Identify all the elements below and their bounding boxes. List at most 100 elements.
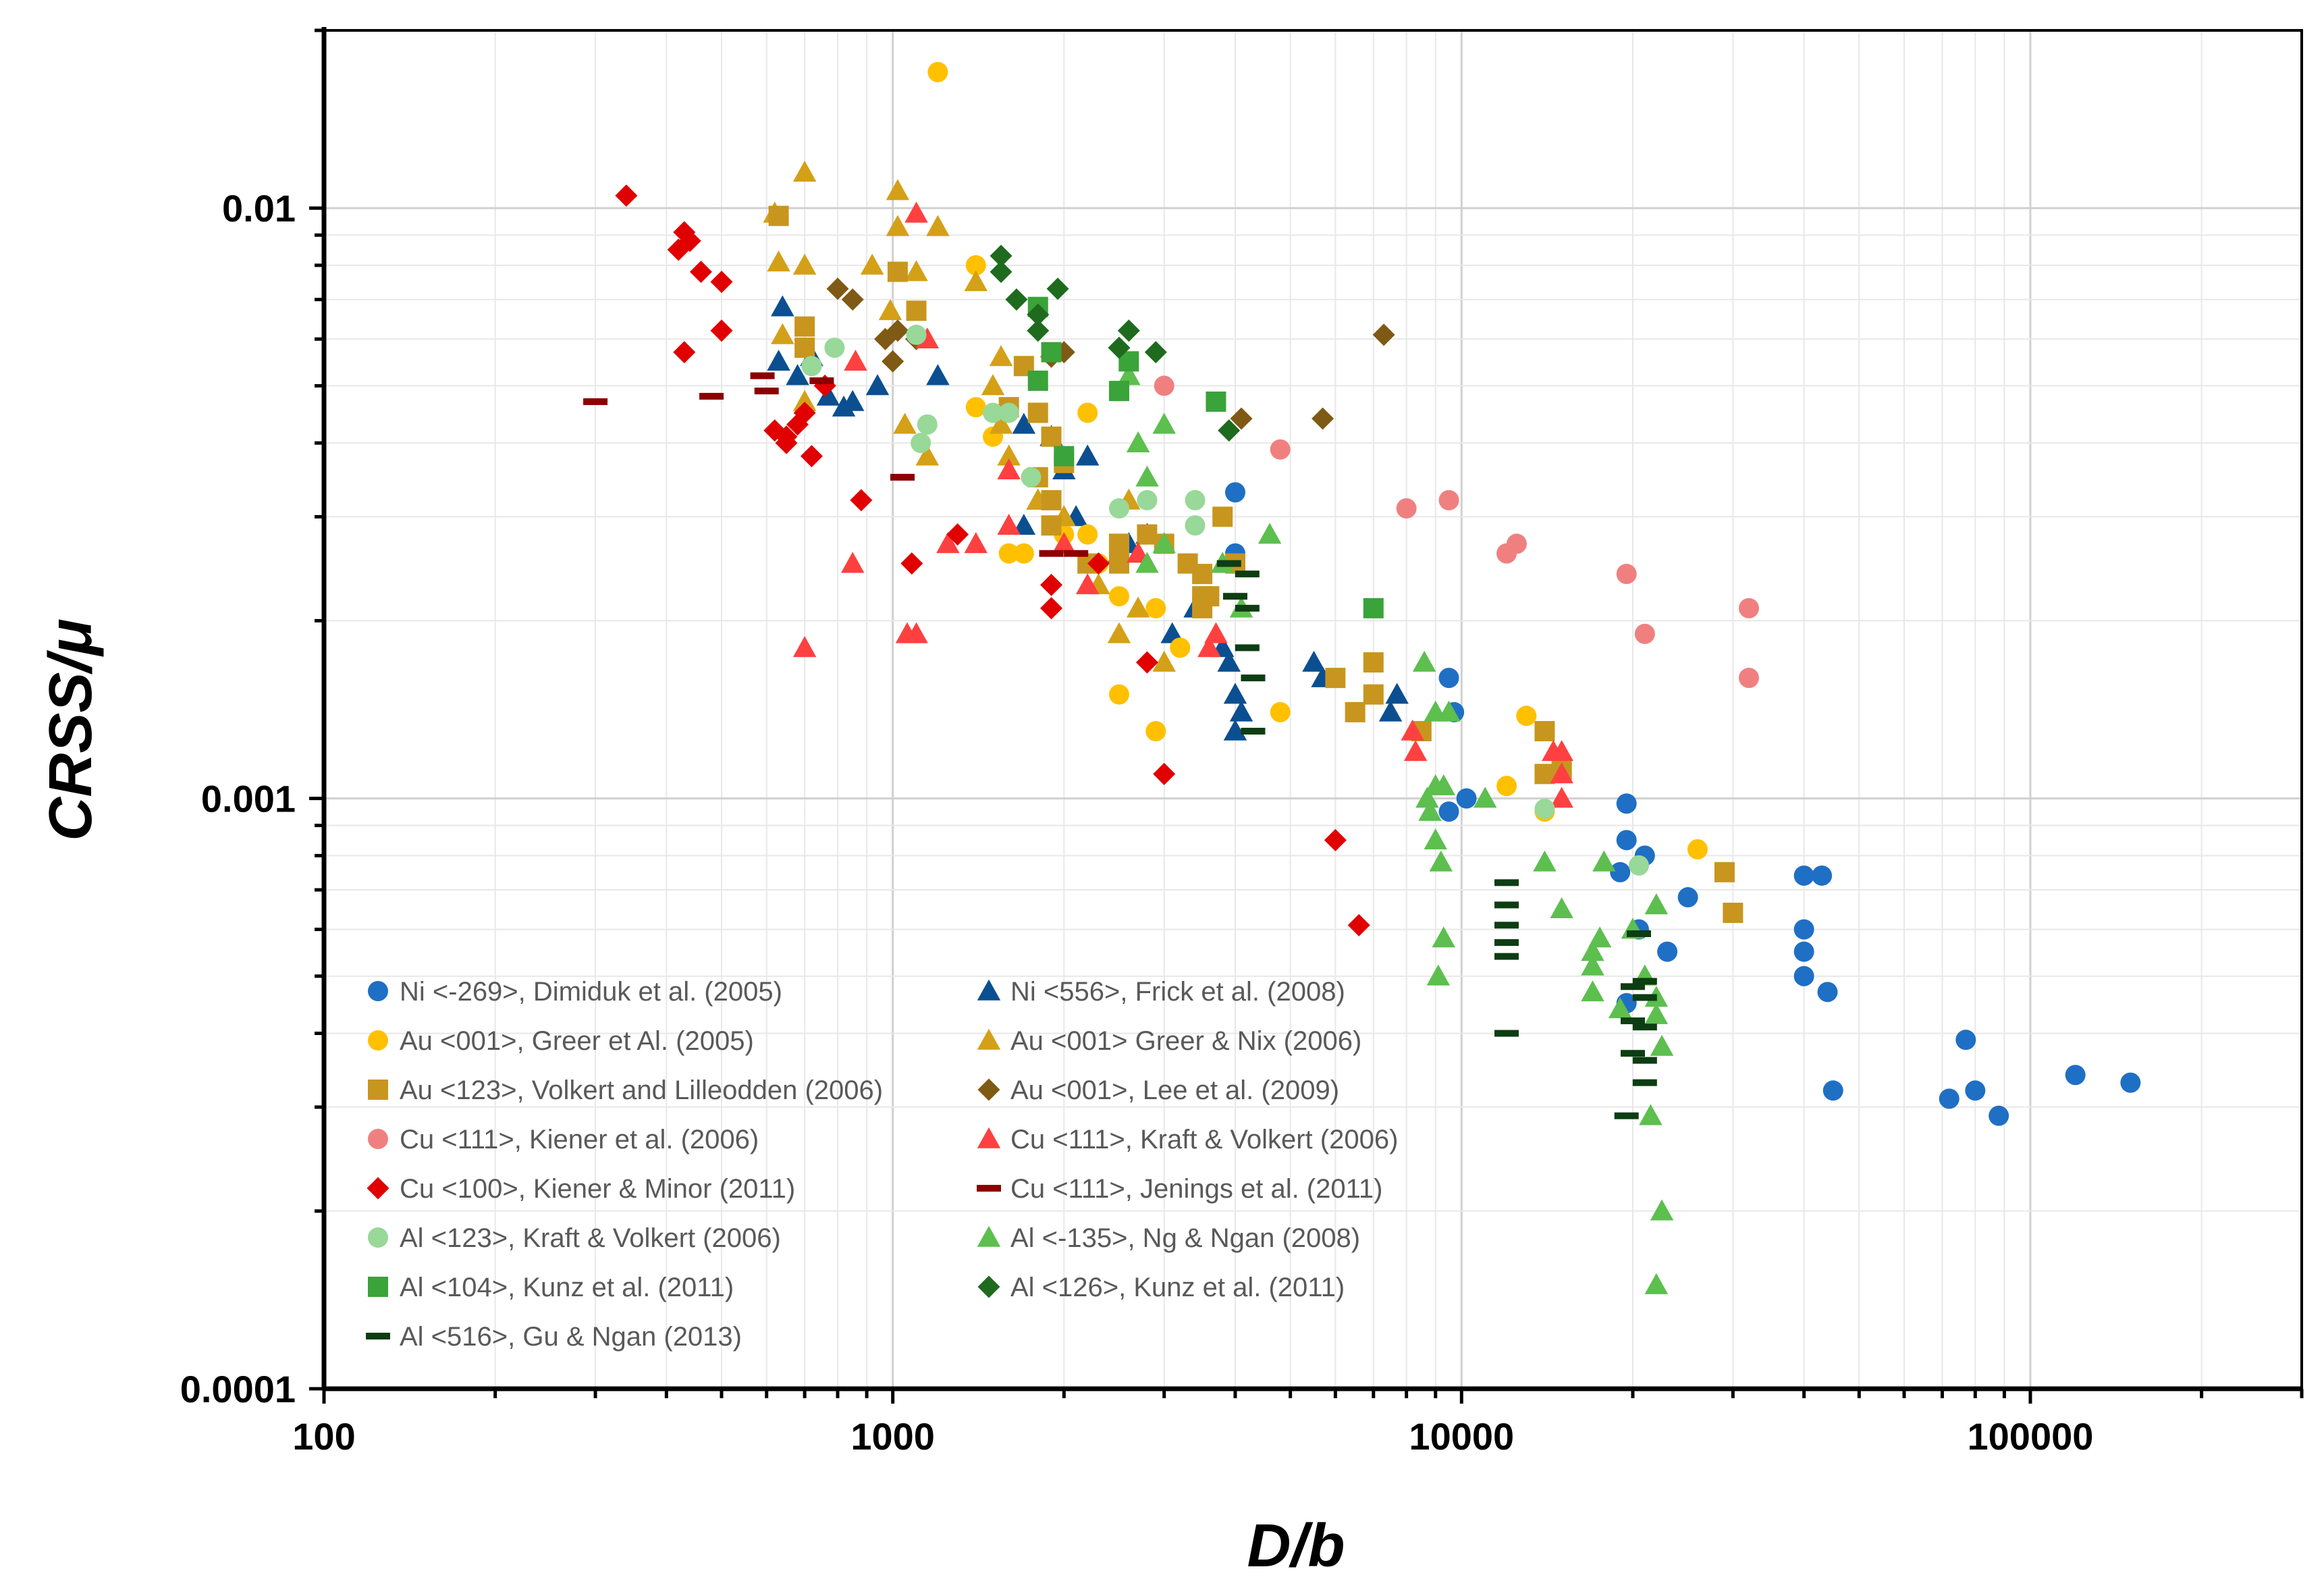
data-point [1542,740,1565,762]
series-0 [1224,482,2141,1126]
data-point [1126,541,1150,563]
data-point [1363,684,1384,705]
x-tick-label: 10000 [1409,1415,1514,1458]
data-point [981,374,1005,396]
data-point [1040,573,1063,596]
legend-item: Au <001>, Greer et Al. (2005) [368,1026,754,1056]
series-10 [801,324,1650,876]
legend-marker [366,1333,390,1339]
data-point [1108,381,1129,402]
legend-marker [977,1225,1001,1247]
data-point [1494,879,1519,886]
data-point [792,390,817,411]
data-point [1627,930,1652,937]
legend-item: Al <516>, Gu & Ngan (2013) [366,1322,742,1352]
data-point [1644,1273,1669,1294]
x-axis-title: D/b [1247,1512,1345,1580]
data-point [964,532,988,554]
x-tick-label: 100000 [1968,1415,2094,1458]
data-point [1793,919,1814,940]
data-point [1644,1003,1669,1024]
data-point [840,552,865,573]
data-point [1473,787,1497,808]
data-point [1145,720,1166,741]
legend-label: Al <-135>, Ng & Ngan (2008) [1010,1223,1360,1253]
data-point [998,402,1019,423]
series-14 [1216,560,1657,1119]
data-point [893,413,917,434]
data-point [887,261,908,282]
data-point [1989,1105,2009,1126]
data-point [1418,799,1442,821]
y-axis-title: CRSS/μ [37,618,105,841]
data-point [1170,637,1191,658]
data-point [1064,550,1089,557]
data-point [826,277,849,300]
data-point [882,350,904,373]
data-point [915,444,940,466]
data-point [965,397,986,418]
data-point [1137,524,1158,545]
data-point [936,532,960,554]
data-point [1041,515,1062,536]
data-point [1027,370,1048,391]
legend-label: Ni <-269>, Dimiduk et al. (2005) [400,977,782,1007]
data-point [1075,573,1100,595]
data-point [1965,1080,1986,1101]
data-point [946,523,969,546]
data-point [800,445,823,468]
data-point [1534,799,1555,820]
data-point [1494,901,1519,909]
data-point [1550,762,1573,784]
data-point [1616,793,1637,814]
legend-marker [368,1227,388,1248]
data-point [990,261,1012,284]
data-point [904,260,928,282]
data-point [1438,668,1459,689]
data-point [1108,498,1129,519]
data-point [1581,954,1604,976]
data-point [1108,336,1131,359]
data-point [1437,700,1461,722]
data-point [1152,532,1176,554]
data-point [1235,570,1260,578]
legend: Ni <-269>, Dimiduk et al. (2005) Ni <556>… [366,977,1398,1352]
legend-item: Al <123>, Kraft & Volkert (2006) [368,1223,781,1253]
data-point [786,364,809,386]
legend-label: Au <001>, Lee et al. (2009) [1010,1075,1339,1105]
data-point [1192,586,1213,607]
data-point [754,388,779,395]
data-point [1396,498,1417,519]
legend-marker [977,1185,1001,1192]
data-point [1793,965,1814,986]
axes [309,27,2304,1404]
data-point [997,514,1021,535]
data-point [792,160,817,182]
data-point [1608,997,1632,1019]
data-point [886,319,909,342]
data-point [1793,865,1814,886]
x-tick-label: 1000 [850,1415,935,1458]
data-point [1108,533,1129,554]
data-point [917,414,938,435]
data-point [1639,1104,1663,1125]
data-point [1347,913,1370,936]
data-point [1302,650,1326,672]
legend-item: Al <126>, Kunz et al. (2011) [977,1273,1345,1302]
data-point [900,552,923,575]
data-point [964,270,988,292]
data-point [1126,596,1150,618]
data-point [1117,319,1140,342]
legend-label: Al <516>, Gu & Ngan (2013) [400,1322,742,1352]
data-point [1632,1024,1657,1031]
legend-marker [977,979,1001,1001]
data-point [1135,651,1158,674]
data-point [1432,926,1455,948]
data-point [1117,364,1141,386]
data-point [1822,1080,1843,1101]
data-point [1235,604,1260,612]
series-9 [583,372,1089,557]
data-point [1494,939,1519,947]
data-point [2120,1072,2141,1093]
data-point [1185,489,1206,510]
